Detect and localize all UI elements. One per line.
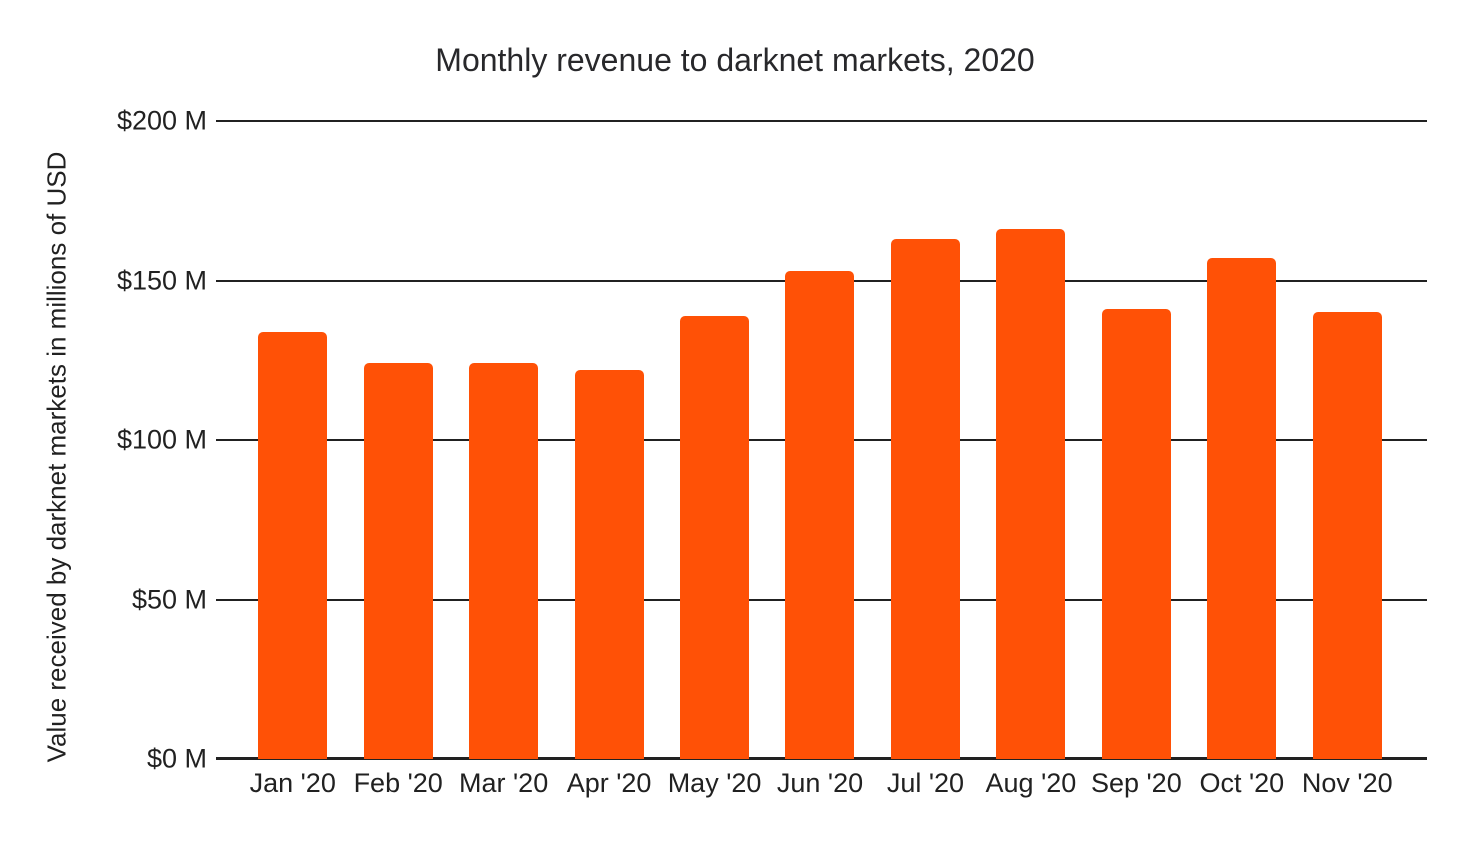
x-tick-label: Nov '20	[1301, 768, 1393, 798]
bar	[574, 369, 644, 759]
plot-area	[216, 120, 1427, 760]
bar-band	[1189, 121, 1294, 759]
bar-band	[1295, 121, 1400, 759]
chart-title: Monthly revenue to darknet markets, 2020	[435, 42, 1035, 78]
bar	[890, 239, 960, 759]
bar-band	[556, 121, 661, 759]
y-tick-label: $100 M	[116, 424, 207, 455]
x-tick-label: Jan '20	[249, 768, 336, 798]
bar	[996, 229, 1066, 759]
bar-band	[1084, 121, 1189, 759]
bar	[469, 363, 539, 759]
bar	[363, 363, 433, 759]
x-tick-label: Jul '20	[886, 768, 965, 798]
bar-band	[767, 121, 872, 759]
x-axis-labels: Jan '20 Feb '20 Mar '20 Apr '20 May '20 Jun '…	[240, 768, 1400, 799]
bar-band	[662, 121, 767, 759]
x-tick-label: Jun '20	[776, 768, 864, 798]
bar	[258, 331, 328, 759]
y-axis-tick-labels: $200 M $150 M $100 M $50 M $0 M	[0, 106, 207, 774]
bar	[680, 315, 750, 759]
bar	[785, 270, 855, 759]
x-tick-label: Apr '20	[566, 768, 652, 798]
x-tick-label: Mar '20	[459, 768, 549, 798]
gridline	[216, 120, 1427, 122]
x-tick-label: Sep '20	[1090, 768, 1182, 798]
bar-band	[240, 121, 345, 759]
y-tick-label: $150 M	[116, 265, 207, 295]
y-tick-label: $50 M	[131, 584, 207, 614]
x-tick-label: Aug '20	[985, 768, 1077, 798]
bar-band	[873, 121, 978, 759]
y-tick-label: $200 M	[116, 105, 207, 136]
bar	[1312, 312, 1382, 759]
x-tick-label: Feb '20	[353, 768, 443, 798]
x-tick-label: May '20	[667, 768, 762, 798]
bar	[1101, 309, 1171, 759]
bar-band	[345, 121, 450, 759]
bars-row	[240, 121, 1400, 759]
bar-band	[978, 121, 1083, 759]
x-tick-label: Oct '20	[1199, 768, 1285, 798]
y-tick-label: $0 M	[146, 743, 207, 774]
bar	[1207, 258, 1277, 759]
bar-band	[451, 121, 556, 759]
